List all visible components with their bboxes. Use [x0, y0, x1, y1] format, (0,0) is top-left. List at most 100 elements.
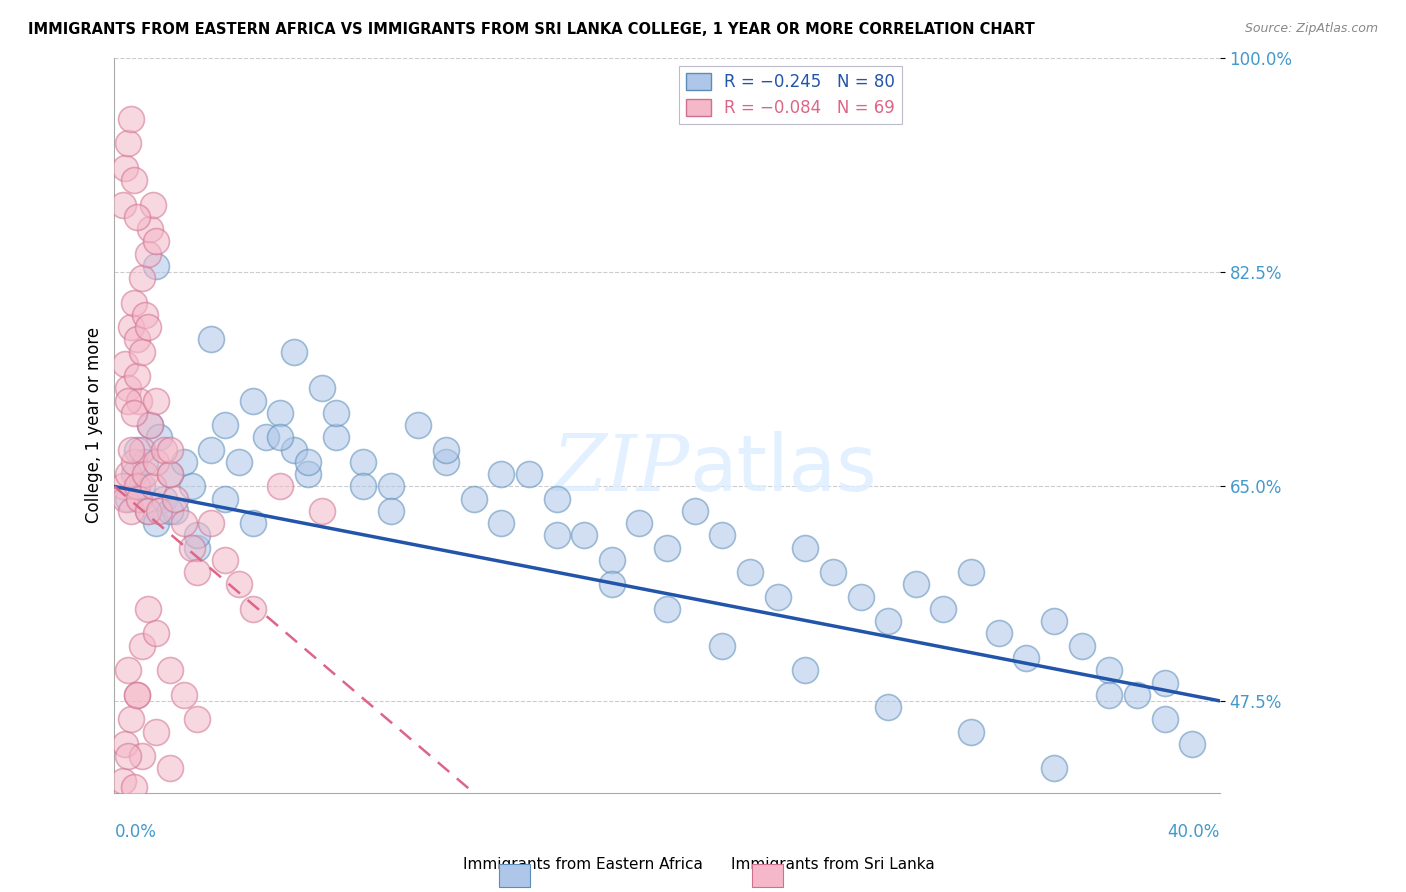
Point — [117, 749, 139, 764]
Point — [131, 344, 153, 359]
Point — [114, 357, 136, 371]
Point — [297, 467, 319, 482]
Point — [173, 688, 195, 702]
Point — [134, 455, 156, 469]
Point — [142, 197, 165, 211]
Point — [269, 479, 291, 493]
Point — [325, 430, 347, 444]
Point — [1070, 639, 1092, 653]
Point — [877, 700, 900, 714]
Point — [987, 626, 1010, 640]
Point — [1153, 712, 1175, 726]
Point — [173, 516, 195, 531]
Point — [128, 393, 150, 408]
Point — [148, 504, 170, 518]
Point — [242, 393, 264, 408]
Point — [380, 479, 402, 493]
Point — [200, 516, 222, 531]
Point — [136, 246, 159, 260]
Point — [794, 541, 817, 555]
Point — [120, 504, 142, 518]
Point — [117, 467, 139, 482]
Point — [600, 577, 623, 591]
Point — [125, 688, 148, 702]
Point — [546, 528, 568, 542]
Point — [159, 467, 181, 482]
Point — [434, 442, 457, 457]
Point — [186, 541, 208, 555]
Point — [120, 712, 142, 726]
Point — [122, 780, 145, 794]
Point — [821, 566, 844, 580]
Point — [139, 418, 162, 433]
Point — [114, 161, 136, 175]
Point — [269, 430, 291, 444]
Point — [1098, 663, 1121, 677]
Point — [159, 761, 181, 775]
Point — [711, 639, 734, 653]
Point — [125, 688, 148, 702]
Point — [352, 455, 374, 469]
Point — [122, 467, 145, 482]
Point — [159, 467, 181, 482]
Point — [180, 541, 202, 555]
Point — [283, 344, 305, 359]
Point — [242, 602, 264, 616]
Point — [145, 516, 167, 531]
Point — [159, 663, 181, 677]
Point — [254, 430, 277, 444]
Point — [173, 455, 195, 469]
Point — [165, 491, 187, 506]
Point — [125, 442, 148, 457]
Point — [180, 479, 202, 493]
Point — [904, 577, 927, 591]
Point — [655, 602, 678, 616]
Point — [145, 235, 167, 249]
Point — [114, 737, 136, 751]
Point — [214, 553, 236, 567]
Point — [380, 504, 402, 518]
Text: Source: ZipAtlas.com: Source: ZipAtlas.com — [1244, 22, 1378, 36]
Point — [145, 724, 167, 739]
Point — [122, 455, 145, 469]
Point — [297, 455, 319, 469]
Point — [1043, 761, 1066, 775]
Point — [200, 442, 222, 457]
Point — [628, 516, 651, 531]
Point — [120, 442, 142, 457]
Point — [122, 295, 145, 310]
Point — [186, 528, 208, 542]
Point — [491, 467, 513, 482]
Text: Immigrants from Sri Lanka: Immigrants from Sri Lanka — [731, 857, 935, 872]
Point — [139, 418, 162, 433]
Point — [131, 639, 153, 653]
Legend: R = −0.245   N = 80, R = −0.084   N = 69: R = −0.245 N = 80, R = −0.084 N = 69 — [679, 66, 903, 124]
Text: ZIP: ZIP — [553, 431, 689, 508]
Point — [145, 455, 167, 469]
Point — [311, 382, 333, 396]
Point — [960, 724, 983, 739]
Point — [463, 491, 485, 506]
Point — [117, 136, 139, 151]
Point — [111, 197, 134, 211]
Point — [153, 491, 176, 506]
Point — [738, 566, 761, 580]
Point — [228, 577, 250, 591]
Point — [1126, 688, 1149, 702]
Point — [111, 773, 134, 788]
Point — [1043, 614, 1066, 628]
Point — [139, 222, 162, 236]
Point — [186, 566, 208, 580]
Point — [960, 566, 983, 580]
Point — [125, 210, 148, 224]
Point — [148, 430, 170, 444]
Point — [136, 504, 159, 518]
Point — [125, 479, 148, 493]
Point — [683, 504, 706, 518]
Point — [122, 406, 145, 420]
Point — [117, 491, 139, 506]
Point — [325, 406, 347, 420]
Point — [120, 320, 142, 334]
Point — [655, 541, 678, 555]
Point — [131, 271, 153, 285]
